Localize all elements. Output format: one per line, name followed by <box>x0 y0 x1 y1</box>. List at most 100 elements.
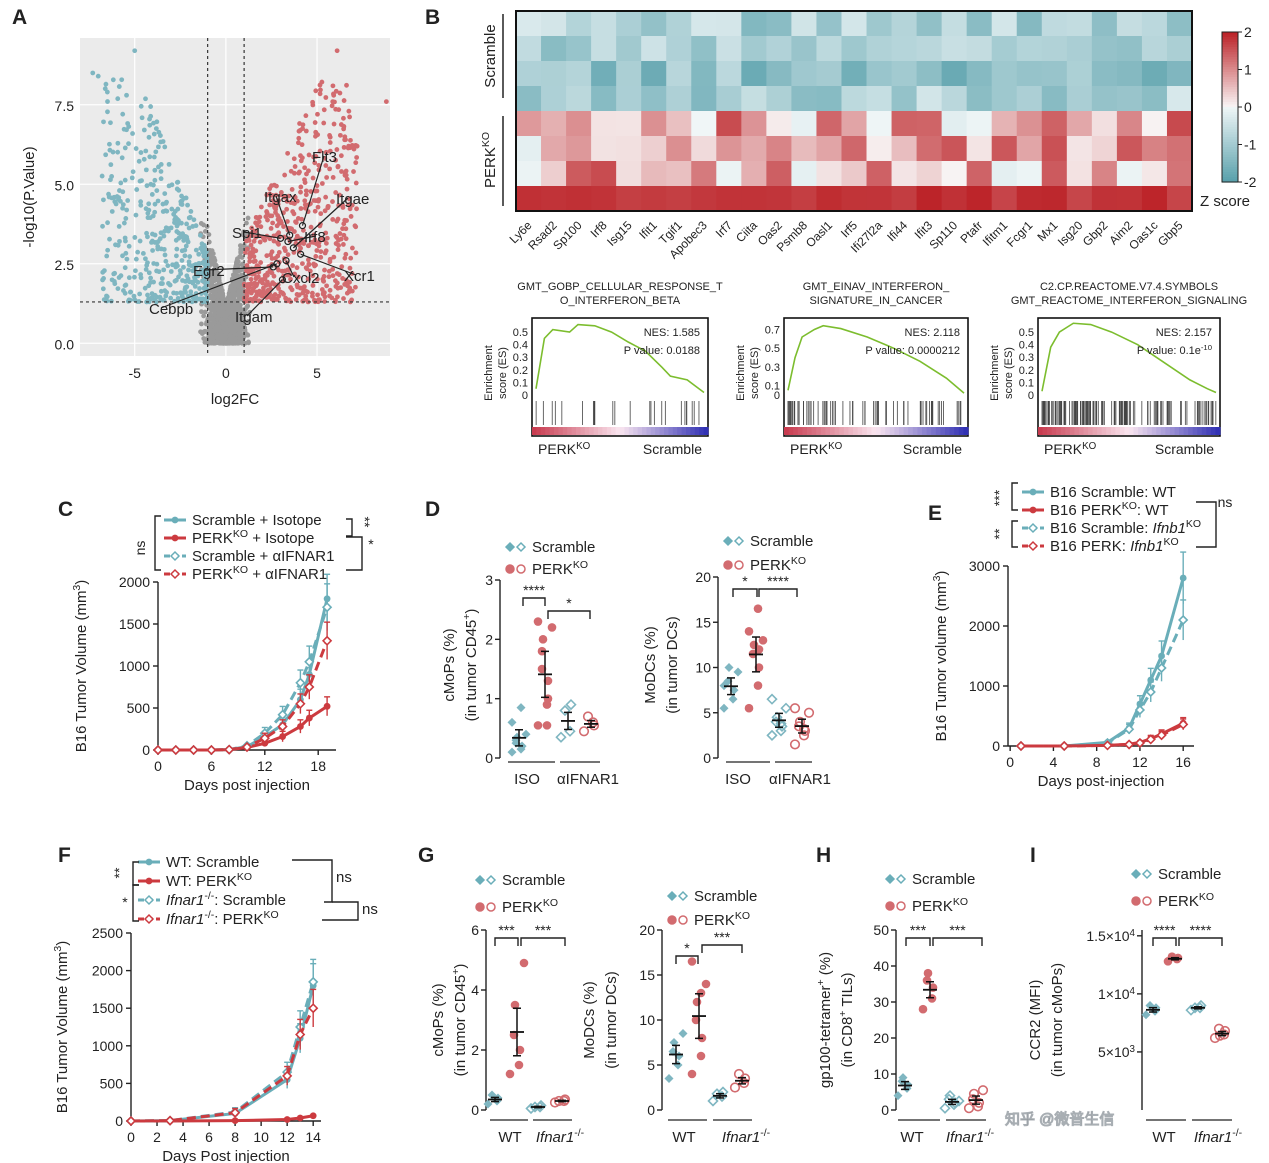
data-point-scramble <box>535 1099 547 1112</box>
volcano-point <box>340 226 345 232</box>
heatmap-cell <box>1041 36 1068 62</box>
heatmap-cell <box>1066 186 1093 212</box>
volcano-point <box>241 243 247 248</box>
volcano-point <box>253 214 259 220</box>
volcano-point <box>115 286 121 292</box>
gsea-y-tick: 0.1 <box>765 381 780 393</box>
volcano-point <box>109 209 115 214</box>
heatmap-cell <box>1091 161 1118 187</box>
volcano-point <box>176 218 181 223</box>
volcano-point <box>315 132 321 138</box>
volcano-point <box>284 198 290 204</box>
volcano-point <box>153 149 159 155</box>
volcano-point <box>133 268 138 274</box>
label-part: (in tumor DCs) <box>603 971 620 1069</box>
volcano-point <box>100 223 105 229</box>
volcano-point <box>296 128 302 134</box>
heatmap-cell <box>916 86 943 112</box>
volcano-point <box>163 225 169 231</box>
heatmap-cell <box>866 186 893 212</box>
heatmap-cell <box>716 161 742 187</box>
volcano-point <box>101 119 106 125</box>
volcano-point <box>335 216 341 222</box>
legend-swatch-marker <box>171 516 179 524</box>
data-point-perk <box>744 627 754 636</box>
volcano-point <box>310 99 316 105</box>
heatmap-cell <box>841 186 868 212</box>
volcano-point <box>299 216 305 222</box>
heatmap-cell <box>516 86 542 112</box>
volcano-point <box>327 293 332 299</box>
heatmap-cell <box>1066 161 1093 187</box>
colorbar-segment <box>1222 64 1238 68</box>
volcano-point <box>271 238 277 244</box>
volcano-point <box>323 230 329 236</box>
volcano-point <box>313 88 319 94</box>
heatmap-cell <box>791 11 817 37</box>
volcano-point <box>342 255 348 261</box>
gsea-rank-gradient <box>598 427 603 435</box>
volcano-point <box>108 120 113 126</box>
gsea-rank-gradient <box>620 427 625 435</box>
legend-marker-scramble <box>722 535 734 547</box>
heatmap-cell <box>566 111 592 137</box>
heatmap-cell <box>916 11 943 37</box>
group-label: WT <box>900 1129 923 1146</box>
heatmap-cell <box>866 11 893 37</box>
gsea-y-label: Enrichment <box>483 345 495 401</box>
heatmap-cell <box>1016 86 1043 112</box>
gsea-rank-gradient <box>668 427 674 435</box>
volcano-point <box>258 204 264 210</box>
dot-plot-y-tick: 5 <box>647 1057 655 1073</box>
volcano-point <box>208 340 214 345</box>
volcano-point <box>145 234 150 240</box>
data-point-perk <box>758 636 768 645</box>
heatmap-cell <box>616 11 642 37</box>
volcano-point <box>262 276 268 282</box>
label-part: KO <box>953 896 968 908</box>
series-point <box>1178 614 1189 626</box>
volcano-point <box>343 226 349 232</box>
volcano-point <box>258 224 264 230</box>
gsea-rank-gradient <box>802 427 808 435</box>
heatmap-cell <box>1166 136 1193 162</box>
heatmap-cell <box>891 161 918 187</box>
volcano-point <box>202 339 208 345</box>
gsea-rank-gradient <box>1101 427 1107 435</box>
label-part: PERK <box>912 898 953 915</box>
volcano-point <box>314 188 320 194</box>
stat-bracket <box>154 515 161 571</box>
volcano-point <box>298 158 304 164</box>
label-part: KO <box>1082 441 1097 452</box>
dot-plot-y-tick: 1×104 <box>1098 985 1136 1002</box>
volcano-point <box>308 189 314 194</box>
gsea-rank-gradient <box>843 427 849 435</box>
gsea-rank-gradient <box>1088 427 1094 435</box>
gsea-rank-gradient <box>1133 427 1139 435</box>
volcano-point <box>312 208 318 214</box>
volcano-point <box>139 178 144 183</box>
volcano-point <box>126 141 131 147</box>
legend-entry-perk: PERKKO <box>532 559 588 578</box>
volcano-point <box>191 262 197 268</box>
volcano-point <box>144 230 149 236</box>
volcano-point <box>183 278 188 284</box>
gsea-rank-gradient <box>650 427 656 435</box>
volcano-point <box>227 322 233 327</box>
heatmap-cell <box>891 61 918 87</box>
heatmap-cell <box>591 61 617 87</box>
series-point <box>229 1107 241 1118</box>
volcano-point <box>285 267 291 273</box>
line-chart-y-tick: 1500 <box>119 616 150 632</box>
stat-label: *** <box>714 929 731 945</box>
volcano-point <box>348 137 353 143</box>
colorbar-segment <box>1222 42 1238 46</box>
series-line-0 <box>1020 577 1185 748</box>
volcano-point <box>137 291 143 297</box>
volcano-point <box>322 267 327 273</box>
volcano-point <box>143 256 148 262</box>
series-point <box>1179 574 1187 582</box>
volcano-point <box>149 192 155 197</box>
panel-label-D: D <box>425 498 440 521</box>
watermark: 知乎 @微普生信 <box>1005 1111 1114 1128</box>
